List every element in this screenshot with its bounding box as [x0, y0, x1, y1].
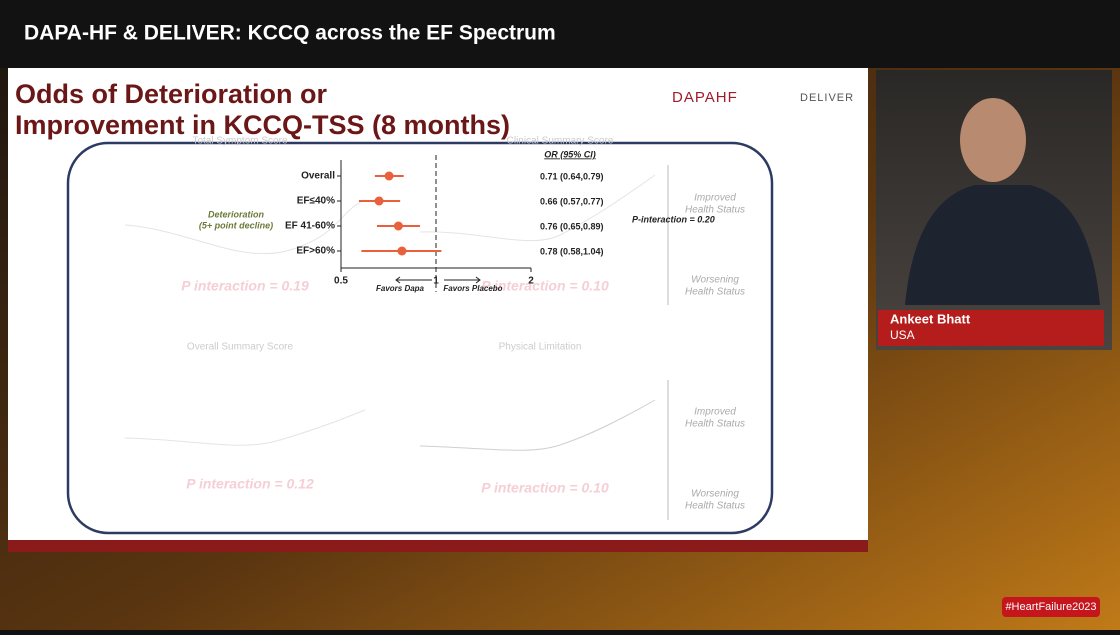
p-interaction: P-interaction = 0.20 [632, 214, 715, 224]
arrow [395, 276, 432, 284]
point-estimate [374, 196, 384, 206]
improved-label: Health Status [685, 205, 745, 216]
deterioration-note: (5+ point decline) [199, 220, 273, 230]
panel-title: Physical Limitation [499, 342, 582, 353]
logo: DELIVER [800, 92, 854, 104]
slide-footer-bar [8, 540, 868, 552]
top-bar [0, 0, 1120, 68]
favors-right: Favors Placebo [443, 284, 502, 293]
improved-label: Health Status [685, 419, 745, 430]
favors-left: Favors Dapa [376, 284, 425, 293]
ci-label: 0.78 (0.58,1.04) [540, 246, 604, 256]
header-title: DAPA-HF & DELIVER: KCCQ across the EF Sp… [24, 22, 556, 45]
worsening-label: Health Status [685, 501, 745, 512]
row-label: Overall [301, 171, 335, 182]
worsening-label: Worsening [691, 275, 739, 286]
ci-label: 0.71 (0.64,0.79) [540, 171, 604, 181]
worsening-label: Worsening [691, 489, 739, 500]
slide [8, 68, 868, 552]
slide-title: Odds of Deterioration or [15, 79, 328, 109]
x-tick-label: 2 [528, 276, 534, 287]
x-tick-label: 0.5 [334, 276, 348, 287]
speaker-head [960, 98, 1026, 182]
deterioration-note: Deterioration [208, 209, 265, 219]
point-estimate [397, 246, 407, 256]
panel-title: Total Symptom Score [192, 136, 287, 147]
slide-title: Improvement in KCCQ-TSS (8 months) [15, 110, 510, 140]
panel-title: Overall Summary Score [187, 342, 294, 353]
ci-label: 0.76 (0.65,0.89) [540, 221, 604, 231]
panel-p-value: P interaction = 0.12 [186, 476, 314, 492]
speaker-country: USA [890, 328, 915, 342]
panel-title: Clinical Summary Score [507, 136, 614, 147]
row-label: EF 41-60% [285, 221, 335, 232]
ci-header: OR (95% CI) [544, 149, 596, 159]
row-label: EF≤40% [297, 196, 335, 207]
improved-label: Improved [694, 407, 736, 418]
row-label: EF>60% [296, 246, 335, 257]
panel-p-value: P interaction = 0.10 [481, 480, 609, 496]
panel-p-value: P interaction = 0.19 [181, 278, 309, 294]
name-plate [878, 310, 1104, 346]
hashtag: #HeartFailure2023 [1005, 601, 1096, 613]
logo: DAPAHF [672, 89, 738, 106]
faded-panels [124, 165, 669, 520]
panel-frame [66, 141, 774, 535]
point-estimate [384, 171, 394, 181]
worsening-label: Health Status [685, 287, 745, 298]
hashtag-badge [1002, 597, 1100, 617]
speaker-figure [905, 185, 1100, 305]
ci-label: 0.66 (0.57,0.77) [540, 196, 604, 206]
x-tick-label: 1 [433, 276, 439, 287]
speaker-name: Ankeet Bhatt [890, 311, 971, 326]
panel-p-value: P interaction = 0.10 [481, 278, 609, 294]
arrow [444, 276, 481, 284]
point-estimate [393, 221, 403, 231]
improved-label: Improved [694, 193, 736, 204]
